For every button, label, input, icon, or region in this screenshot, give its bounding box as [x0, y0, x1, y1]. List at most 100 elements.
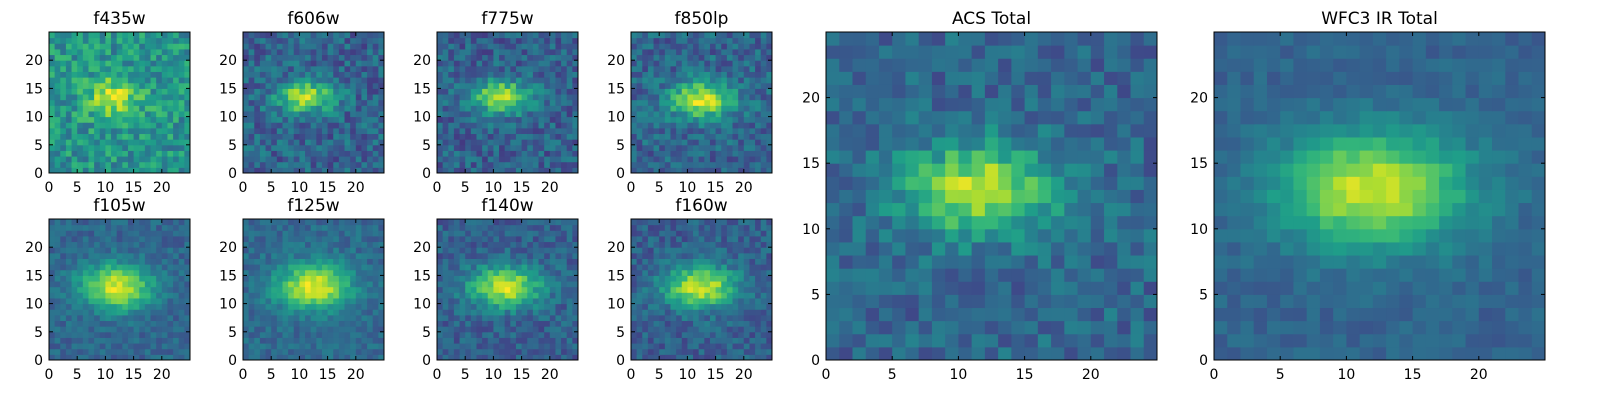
pixel-cell [448, 161, 455, 168]
pixel-cell [721, 94, 728, 101]
pixel-cell [664, 348, 671, 355]
pixel-cell [338, 60, 346, 67]
axes-frame [630, 31, 773, 174]
pixel-cell [105, 48, 112, 56]
pixel-cell [470, 297, 477, 305]
pixel-cell [572, 326, 579, 333]
pixel-cell [647, 292, 655, 299]
pixel-cell [704, 99, 711, 106]
pixel-cell [82, 275, 89, 282]
pixel-cell [482, 161, 489, 168]
pixel-cell [49, 167, 56, 174]
pixel-cell [122, 127, 129, 135]
pixel-cell [243, 292, 250, 299]
pixel-cell [133, 297, 140, 305]
pixel-cell [299, 281, 306, 288]
pixel-cell [122, 48, 129, 56]
pixel-cell [378, 94, 385, 101]
pixel-cell [288, 37, 295, 44]
pixel-cell [156, 110, 163, 118]
pixel-cell [493, 65, 500, 72]
pixel-cell [659, 150, 666, 157]
pixel-cell [372, 354, 379, 361]
pixel-cell [321, 286, 329, 293]
pixel-cell [355, 150, 362, 157]
pixel-cell [60, 88, 67, 95]
pixel-cell [544, 258, 551, 265]
pixel-cell [167, 275, 174, 282]
y-tick-label: 20 [25, 240, 43, 256]
pixel-cell [88, 258, 95, 265]
pixel-cell [355, 275, 362, 282]
pixel-cell [732, 348, 739, 355]
pixel-cell [715, 139, 722, 146]
pixel-cell [82, 116, 89, 123]
pixel-cell [726, 326, 734, 333]
pixel-cell [49, 320, 56, 327]
pixel-cell [532, 122, 540, 129]
pixel-cell [327, 60, 334, 67]
pixel-cell [465, 94, 472, 101]
pixel-cell [709, 320, 717, 327]
pixel-cell [698, 65, 705, 72]
pixel-cell [437, 354, 444, 361]
pixel-cell [453, 348, 461, 355]
pixel-cell [549, 241, 556, 248]
pixel-cell [133, 354, 140, 361]
pixel-cell [647, 314, 655, 322]
pixel-cell [65, 241, 73, 248]
pixel-cell [156, 65, 163, 72]
pixel-cell [305, 309, 312, 316]
pixel-cell [448, 37, 455, 44]
pixel-cell [664, 326, 671, 333]
pixel-cell [561, 292, 568, 299]
pixel-cell [636, 354, 643, 361]
pixel-cell [521, 281, 528, 288]
pixel-cell [499, 105, 506, 112]
pixel-cell [173, 116, 180, 123]
pixel-cell [60, 82, 67, 89]
pixel-cell [532, 110, 540, 118]
pixel-cell [442, 43, 449, 50]
pixel-cell [459, 105, 466, 112]
pixel-cell [88, 110, 95, 118]
pixel-cell [476, 320, 483, 327]
pixel-cell [549, 127, 556, 135]
pixel-cell [749, 320, 756, 327]
pixel-cell [111, 320, 118, 327]
pixel-cell [299, 139, 306, 146]
pixel-cell [681, 354, 688, 361]
pixel-cell [515, 54, 523, 61]
pixel-cell [676, 292, 683, 299]
pixel-cell [88, 297, 95, 305]
pixel-cell [122, 133, 129, 140]
pixel-cell [538, 297, 545, 305]
pixel-cell [709, 133, 717, 140]
pixel-cell [504, 303, 511, 310]
pixel-cell [510, 269, 517, 276]
pixel-cell [766, 43, 773, 50]
pixel-cell [355, 99, 362, 106]
pixel-cell [709, 354, 717, 361]
pixel-cell [150, 269, 157, 276]
pixel-cell [350, 127, 357, 135]
pixel-cell [726, 65, 734, 72]
pixel-cell [510, 54, 517, 61]
pixel-cell [504, 105, 511, 112]
pixel-cell [653, 105, 660, 112]
pixel-cell [259, 292, 267, 299]
pixel-cell [664, 77, 671, 84]
pixel-cell [715, 144, 722, 151]
pixel-cell [116, 247, 123, 254]
pixel-cell [161, 127, 168, 135]
pixel-cell [670, 281, 677, 288]
pixel-cell [459, 258, 466, 265]
pixel-cell [361, 133, 368, 140]
pixel-cell [150, 43, 157, 50]
pixel-cell [94, 275, 101, 282]
pixel-cell [144, 43, 152, 50]
pixel-cell [681, 286, 688, 293]
pixel-cell [77, 54, 84, 61]
pixel-cell [184, 337, 191, 344]
pixel-cell [248, 230, 255, 237]
